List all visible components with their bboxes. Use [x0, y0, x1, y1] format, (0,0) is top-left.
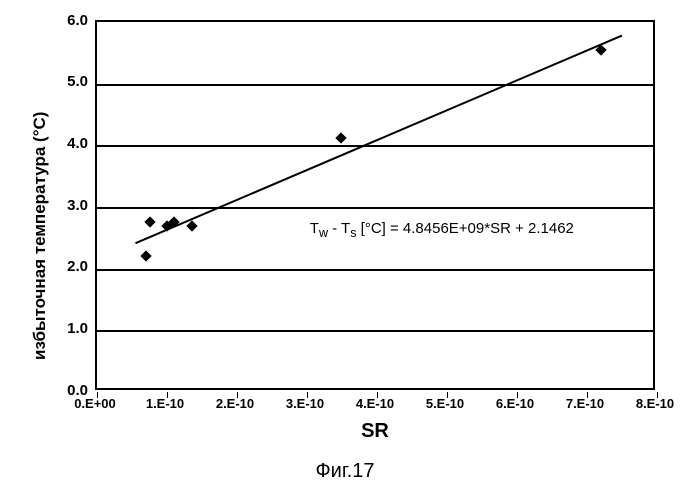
gridline-horizontal — [97, 330, 653, 332]
y-tick-label: 4.0 — [50, 135, 88, 152]
y-tick-label: 1.0 — [50, 320, 88, 337]
equation-annotation: Tw - Ts [°C] = 4.8456E+09*SR + 2.1462 — [310, 220, 574, 240]
x-tick-label: 6.E-10 — [485, 396, 545, 411]
plot-area: Tw - Ts [°C] = 4.8456E+09*SR + 2.1462 — [95, 20, 655, 390]
y-axis-label-text: избыточная температура (°C) — [30, 112, 49, 360]
gridline-horizontal — [97, 84, 653, 86]
x-tick-label: 2.E-10 — [205, 396, 265, 411]
x-axis-label-text: SR — [361, 420, 389, 442]
gridline-horizontal — [97, 269, 653, 271]
y-tick-label: 2.0 — [50, 258, 88, 275]
x-tick-label: 1.E-10 — [135, 396, 195, 411]
x-tick-label: 3.E-10 — [275, 396, 335, 411]
figure-caption-text: Фиг.17 — [315, 460, 374, 482]
gridline-horizontal — [97, 207, 653, 209]
y-axis-label: избыточная температура (°C) — [30, 112, 50, 360]
x-tick-label: 5.E-10 — [415, 396, 475, 411]
x-axis-label: SR — [95, 420, 655, 443]
x-tick-label: 0.E+00 — [65, 396, 125, 411]
x-tick-label: 7.E-10 — [555, 396, 615, 411]
x-tick-label: 4.E-10 — [345, 396, 405, 411]
figure-container: избыточная температура (°C) Tw - Ts [°C]… — [0, 0, 690, 500]
y-tick-label: 5.0 — [50, 73, 88, 90]
figure-caption: Фиг.17 — [0, 460, 690, 483]
x-tick-label: 8.E-10 — [625, 396, 685, 411]
y-tick-label: 6.0 — [50, 12, 88, 29]
y-tick-label: 3.0 — [50, 197, 88, 214]
gridline-horizontal — [97, 145, 653, 147]
